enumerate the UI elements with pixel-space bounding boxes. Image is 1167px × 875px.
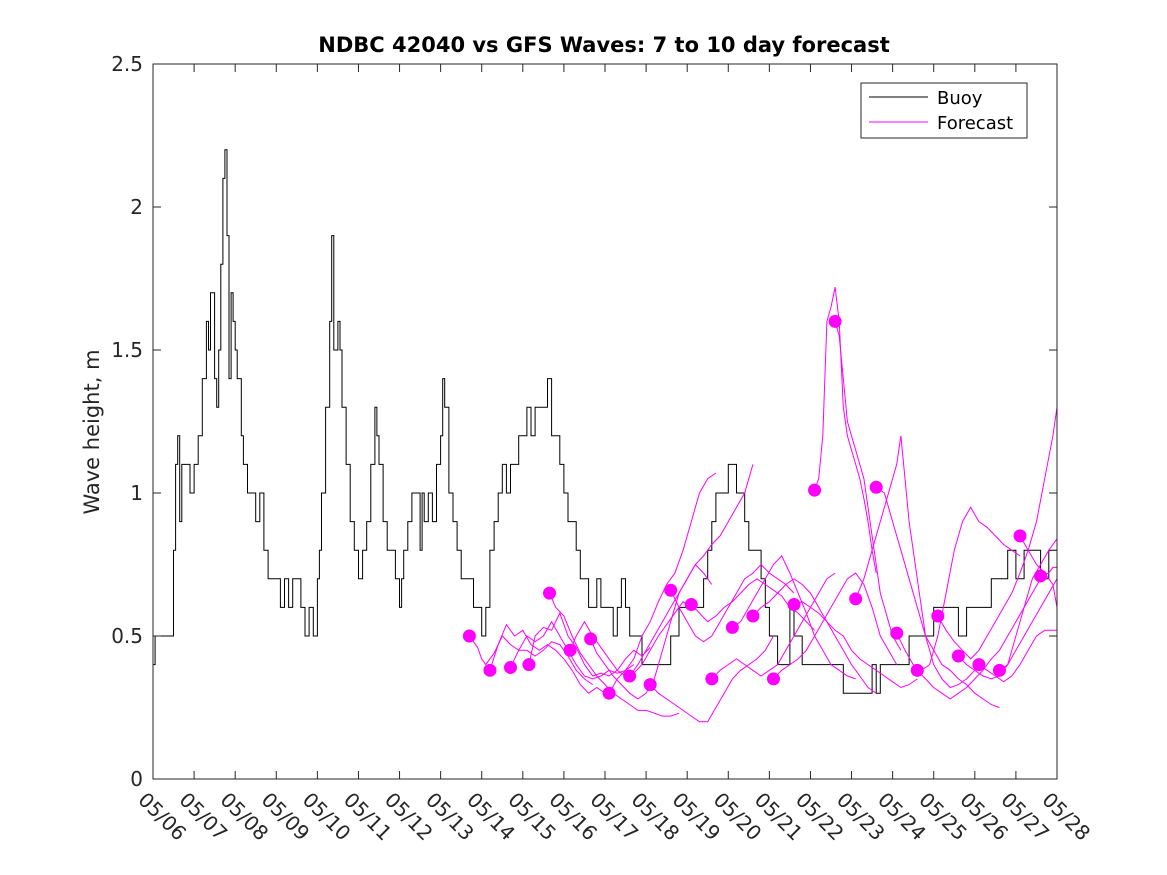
forecast-run-line <box>793 601 918 689</box>
y-tick-label: 2.5 <box>111 52 143 76</box>
y-tick-label: 0.5 <box>111 624 143 648</box>
data-layer <box>153 149 1058 723</box>
forecast-run-line <box>1019 535 1058 608</box>
forecast-start-marker <box>869 480 883 494</box>
forecast-start-marker <box>931 609 945 623</box>
y-axis: 0 0.5 1 1.5 2 2.5 <box>111 52 1057 791</box>
forecast-start-marker <box>563 643 577 657</box>
forecast-start-marker <box>623 669 637 683</box>
forecast-start-marker <box>746 609 760 623</box>
forecast-start-marker <box>584 632 598 646</box>
forecast-run-line <box>528 611 651 677</box>
y-tick-label: 1.5 <box>111 338 143 362</box>
forecast-run-line <box>875 486 1000 708</box>
forecast-start-marker <box>684 598 698 612</box>
forecast-start-marker <box>828 314 842 328</box>
forecast-run-line <box>773 572 898 680</box>
forecast-start-marker <box>462 629 476 643</box>
forecast-start-marker <box>602 686 616 700</box>
y-axis-label: Wave height, m <box>80 349 104 514</box>
forecast-run-line <box>732 555 856 680</box>
forecast-start-marker <box>849 592 863 606</box>
forecast-run-line <box>629 464 754 677</box>
forecast-start-marker <box>725 620 739 634</box>
legend-box <box>860 82 1028 139</box>
forecast-start-marker <box>522 658 536 672</box>
chart-title: NDBC 42040 vs GFS Waves: 7 to 10 day for… <box>318 33 889 57</box>
forecast-run-line <box>752 578 877 694</box>
forecast-run-line <box>916 578 1042 700</box>
forecast-run-line <box>814 286 877 574</box>
forecast-start-marker <box>1013 529 1027 543</box>
forecast-run-line <box>937 407 1058 660</box>
legend: Buoy Forecast <box>860 82 1028 139</box>
plot-area <box>153 64 1057 779</box>
forecast-run-line <box>649 635 774 723</box>
forecast-start-marker <box>787 598 801 612</box>
legend-buoy-label: Buoy <box>937 88 983 109</box>
forecast-run-line <box>855 435 976 689</box>
forecast-run-line <box>834 321 902 651</box>
forecast-start-marker <box>705 672 719 686</box>
forecast-start-marker <box>890 626 904 640</box>
forecast-start-marker <box>503 660 517 674</box>
forecast-start-marker <box>910 663 924 677</box>
forecast-start-marker <box>951 649 965 663</box>
forecast-start-marker <box>1034 569 1048 583</box>
x-tick-label: 05/28 <box>1037 788 1095 846</box>
forecast-start-marker <box>483 663 497 677</box>
forecast-start-marker <box>808 483 822 497</box>
forecast-start-marker <box>664 583 678 597</box>
y-tick-label: 0 <box>130 767 143 791</box>
forecast-run-line <box>670 563 795 643</box>
forecast-run-line <box>978 629 1057 683</box>
legend-forecast-label: Forecast <box>937 113 1013 134</box>
forecast-run-line <box>510 620 635 680</box>
buoy-series-line <box>153 149 1057 694</box>
forecast-start-marker <box>643 678 657 692</box>
forecast-start-marker <box>992 663 1006 677</box>
forecast-run-line <box>468 635 593 686</box>
forecast-start-marker <box>972 658 986 672</box>
forecast-run-line <box>999 538 1058 671</box>
y-tick-label: 2 <box>130 195 143 219</box>
forecast-run-line <box>489 623 614 694</box>
y-tick-label: 1 <box>130 481 143 505</box>
forecast-start-marker <box>543 586 557 600</box>
forecast-run-line <box>608 472 717 694</box>
forecast-start-marker <box>766 672 780 686</box>
